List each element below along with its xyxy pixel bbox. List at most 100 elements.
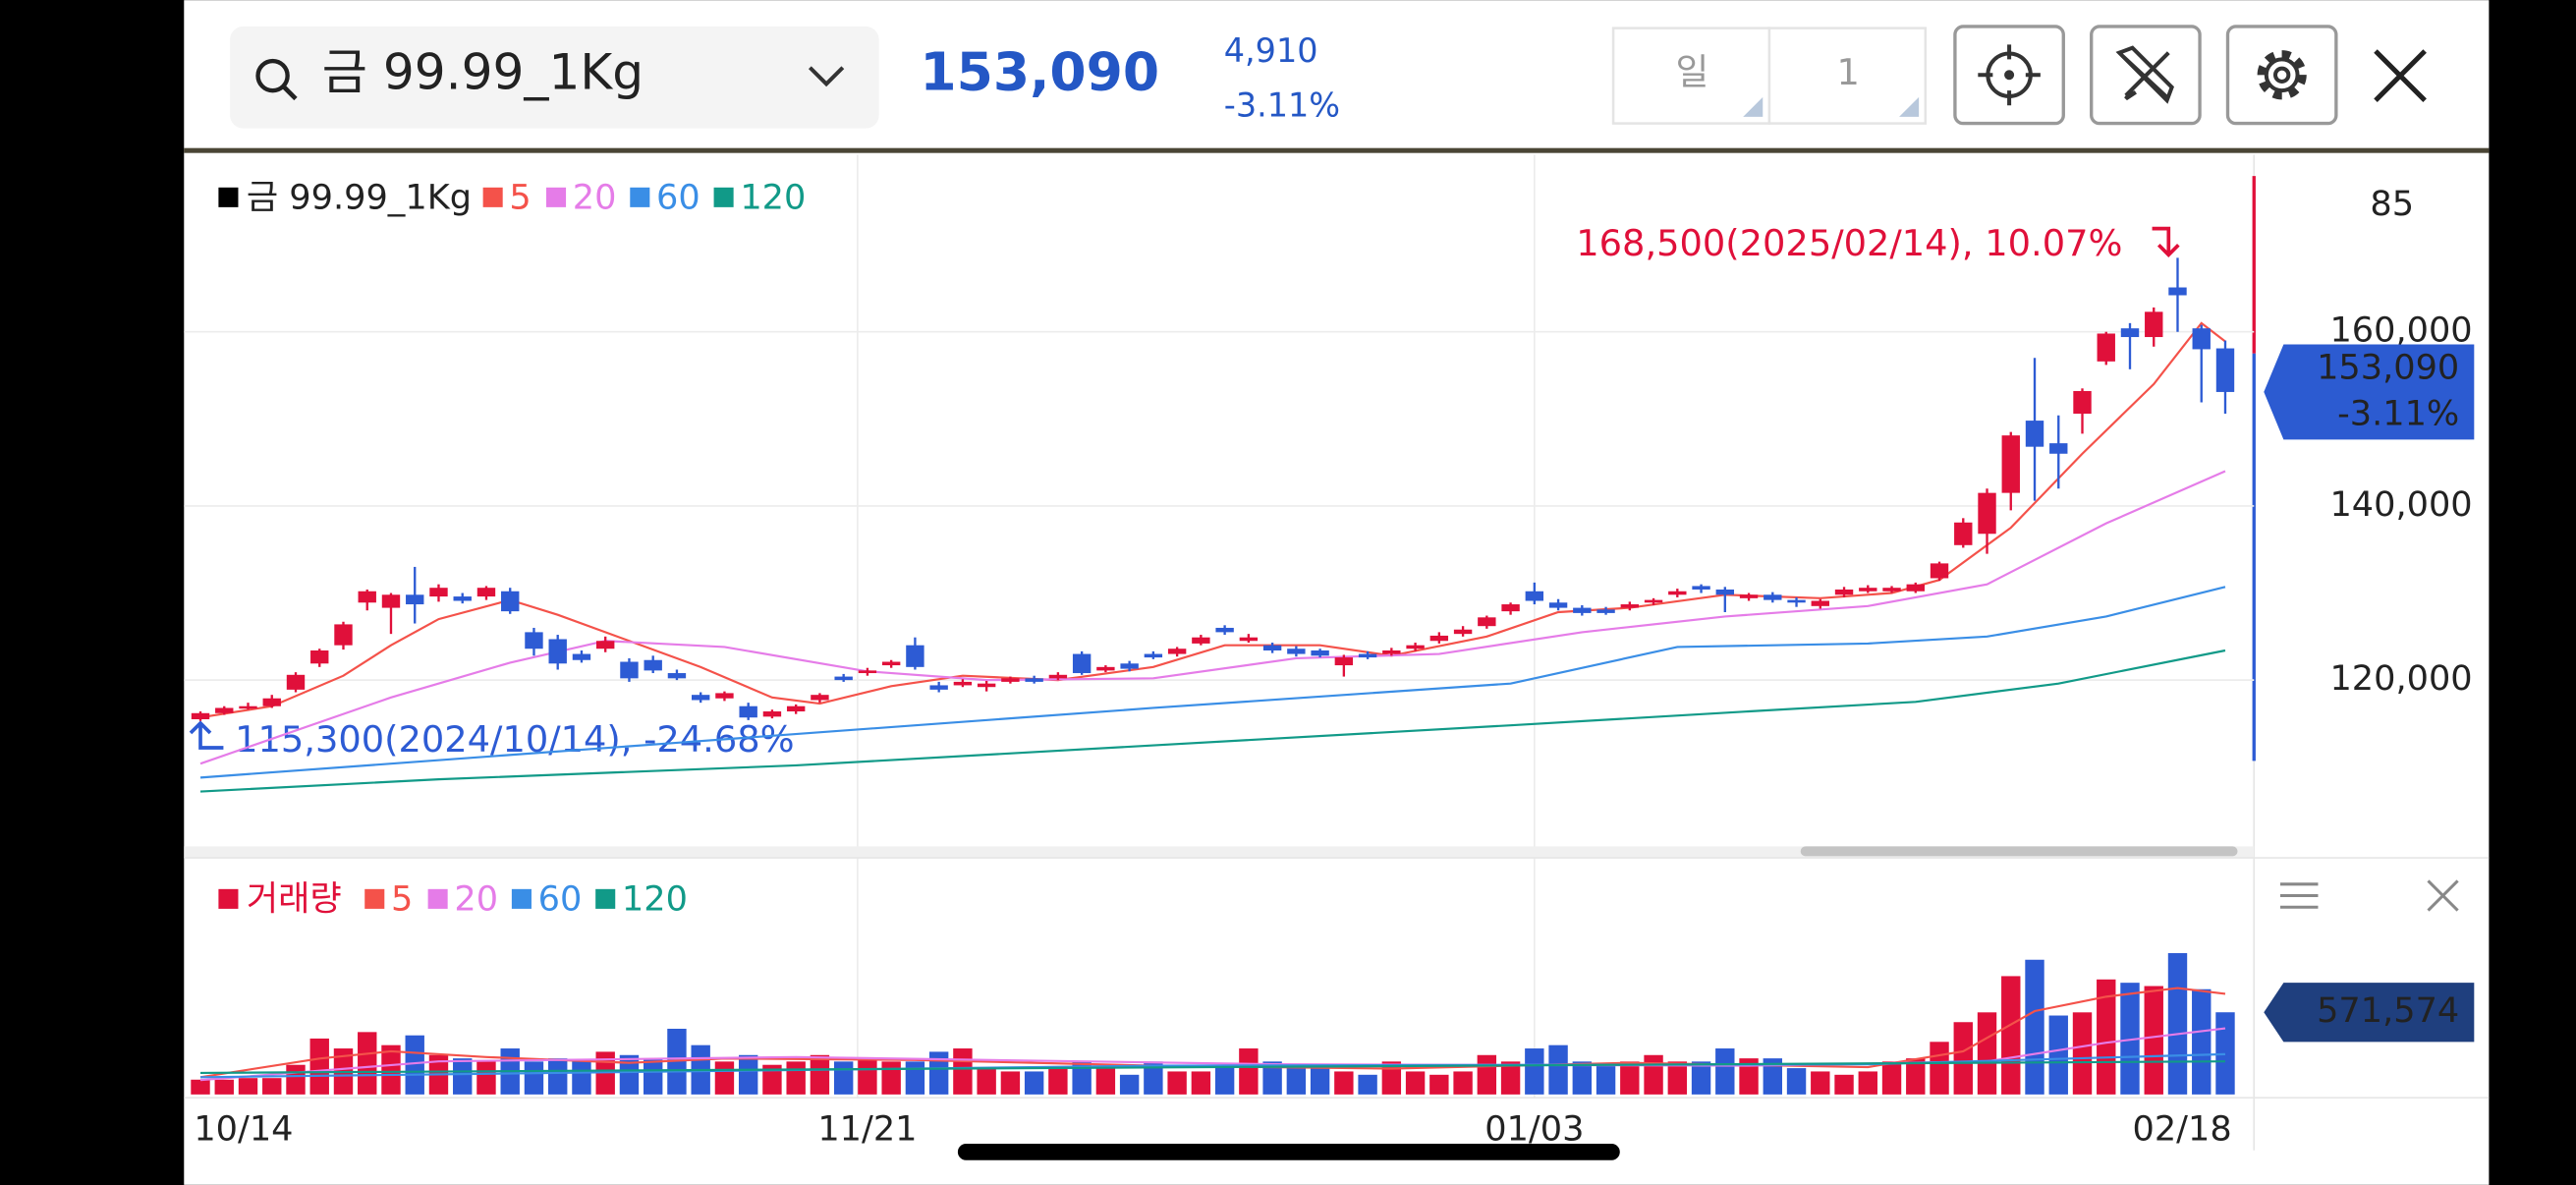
candle-body	[953, 681, 973, 686]
volume-bar	[1977, 1012, 1997, 1095]
volume-bar	[1358, 1074, 1377, 1095]
candle-body	[1906, 584, 1925, 592]
volume-bar	[1667, 1061, 1688, 1095]
volume-menu-icon[interactable]	[2280, 882, 2319, 909]
volume-bar	[262, 1078, 282, 1095]
legend-swatch	[713, 187, 734, 207]
volume-bar	[1596, 1064, 1616, 1095]
volume-bar	[1525, 1048, 1544, 1095]
candle-body	[1334, 657, 1354, 666]
ma-line	[199, 649, 2226, 793]
legend-label: 5	[391, 879, 413, 920]
min-arrow	[189, 720, 224, 750]
candle-body	[1501, 604, 1520, 612]
volume-bar	[524, 1061, 544, 1095]
candle-body	[1811, 600, 1829, 606]
candle-body	[1668, 591, 1687, 595]
candle-body	[1096, 666, 1115, 671]
candle-body	[406, 594, 424, 605]
volume-bar	[548, 1058, 568, 1095]
gear-center	[2272, 66, 2291, 84]
legend-swatch	[482, 187, 503, 207]
candle-body	[191, 712, 210, 719]
volume-bar	[1644, 1054, 1663, 1095]
candle-body	[1930, 563, 1949, 579]
volume-close-icon[interactable]	[2427, 879, 2459, 912]
volume-bar	[358, 1032, 377, 1095]
volume-bar	[1930, 1042, 1949, 1095]
x-tick-label: 01/03	[1484, 1109, 1584, 1150]
volume-bar	[1715, 1048, 1735, 1095]
legend-swatch	[595, 888, 616, 909]
candle-body	[1429, 635, 1449, 642]
candle-body	[1048, 674, 1068, 679]
candle-body	[786, 705, 806, 712]
candle-body	[381, 594, 401, 608]
volume-bar	[1167, 1071, 1187, 1095]
volume-bar	[1429, 1074, 1449, 1095]
draw-tools-icon	[2115, 45, 2174, 104]
min-annotation: 115,300(2024/10/14), -24.68%	[235, 718, 794, 761]
crosshair-dot	[2004, 70, 2015, 81]
volume-bar	[1763, 1058, 1782, 1095]
candle-body	[1620, 604, 1640, 608]
volume-bar	[1881, 1061, 1902, 1095]
scroll-thumb[interactable]	[1800, 846, 2238, 857]
period-n-button[interactable]	[1767, 27, 1928, 125]
candle-body	[1548, 602, 1568, 608]
candle-body	[2192, 328, 2211, 350]
current-price: 153,090	[920, 41, 1159, 103]
candle-body	[1715, 589, 1735, 595]
period-button[interactable]	[1611, 27, 1771, 125]
period-n-label: 1	[1837, 51, 1860, 93]
candle-body	[1478, 617, 1496, 627]
candle-body	[215, 707, 234, 713]
volume-bar	[1119, 1074, 1140, 1095]
candle-body	[1739, 594, 1759, 598]
candle-body	[1239, 637, 1259, 642]
candle-body	[1954, 522, 1973, 545]
volume-bar	[643, 1058, 663, 1095]
gear-teeth	[2257, 50, 2307, 100]
volume-bar	[1548, 1044, 1568, 1095]
corner-mark	[1743, 96, 1764, 117]
price-badge	[2264, 344, 2475, 440]
volume-bar	[1024, 1071, 1044, 1095]
candle-body	[2001, 435, 2020, 493]
volume-bar	[1691, 1061, 1711, 1095]
volume-bar	[1310, 1068, 1330, 1095]
candle-body	[1358, 653, 1377, 658]
legend-swatch	[630, 187, 650, 207]
close-button[interactable]	[2374, 49, 2427, 102]
candle-body	[1167, 649, 1187, 654]
candle-body	[2073, 390, 2092, 414]
volume-bar	[476, 1061, 496, 1095]
home-indicator	[957, 1144, 1620, 1160]
search-box[interactable]	[230, 26, 879, 129]
candle-body	[262, 698, 281, 706]
candle-body	[525, 632, 543, 649]
volume-bar	[1953, 1022, 1973, 1095]
x-tick-label: 11/21	[817, 1109, 917, 1150]
volume-bar	[286, 1064, 306, 1095]
volume-bar	[928, 1051, 949, 1095]
volume-bar	[1095, 1068, 1116, 1095]
candle-body	[596, 641, 615, 649]
volume-bar	[2097, 979, 2116, 1095]
candle-body	[1692, 586, 1710, 590]
candle-body	[1025, 678, 1043, 682]
volume-bar	[1572, 1061, 1593, 1095]
volume-bar	[1000, 1071, 1021, 1095]
candle-body	[548, 639, 567, 664]
dropdown-caret[interactable]	[808, 66, 845, 87]
candle-body	[2215, 348, 2235, 392]
candle-body	[1978, 492, 1996, 535]
volume-bar	[2025, 959, 2044, 1095]
volume-bar	[1144, 1061, 1163, 1095]
period-label: 일	[1675, 51, 1708, 93]
candle-body	[1573, 607, 1592, 613]
legend-label: 20	[454, 879, 498, 920]
volume-bar	[381, 1044, 401, 1095]
